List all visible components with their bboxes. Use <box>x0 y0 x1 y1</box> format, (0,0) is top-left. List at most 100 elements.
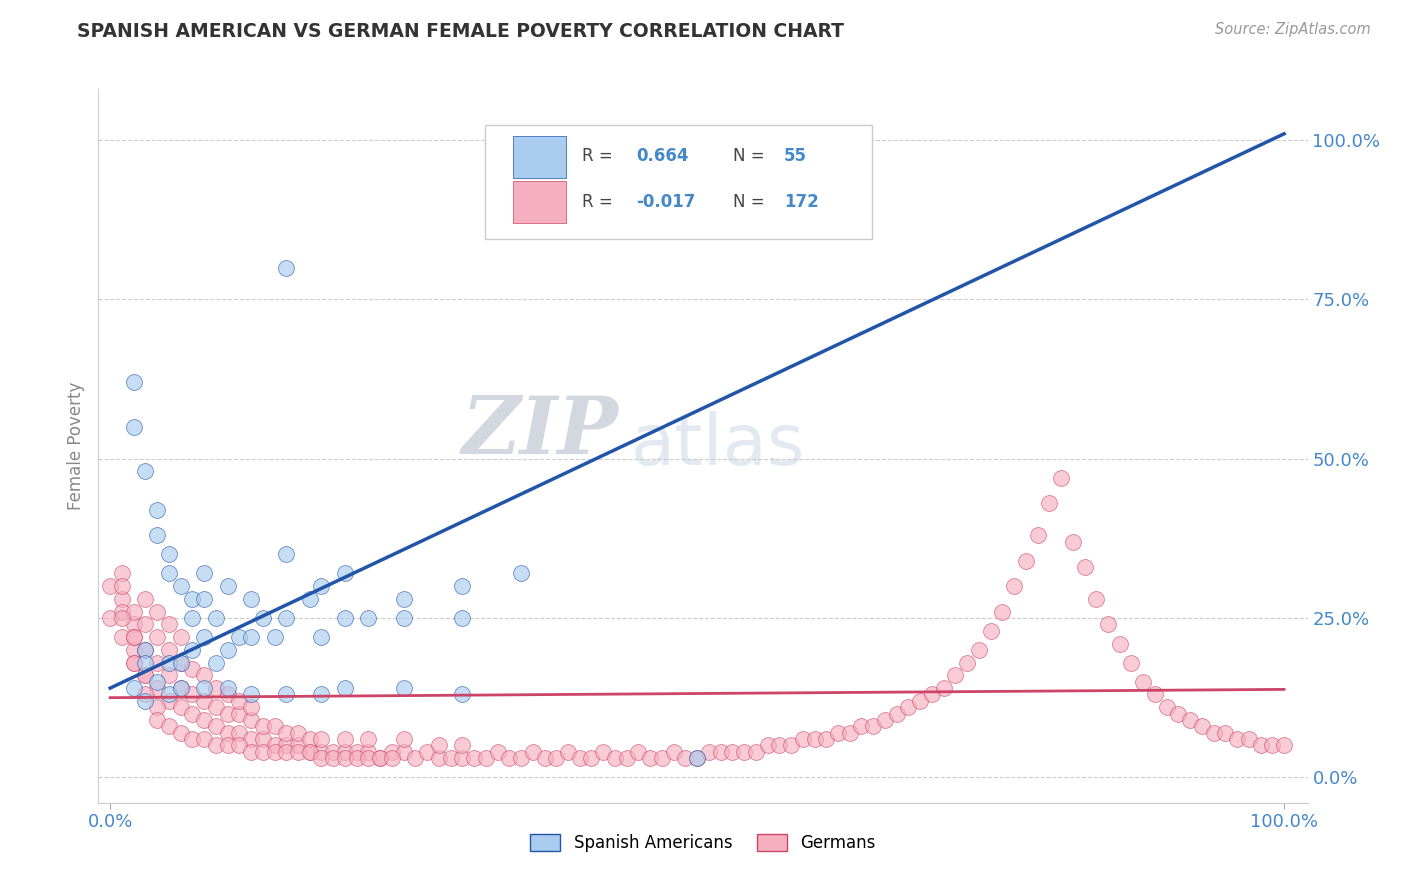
Point <box>392 745 415 759</box>
Point <box>710 745 733 759</box>
Point <box>134 694 156 708</box>
Point <box>368 751 391 765</box>
Point <box>311 688 333 702</box>
Y-axis label: Female Poverty: Female Poverty <box>66 382 84 510</box>
Point <box>1097 617 1119 632</box>
Point <box>451 579 474 593</box>
Point <box>204 719 226 733</box>
Point <box>157 668 180 682</box>
Point <box>581 751 603 765</box>
Point <box>122 681 145 695</box>
Point <box>169 656 191 670</box>
Point <box>616 751 638 765</box>
Point <box>240 688 263 702</box>
Point <box>193 591 215 606</box>
Point <box>908 694 931 708</box>
Point <box>276 260 298 275</box>
Point <box>134 617 156 632</box>
Point <box>333 681 356 695</box>
Point <box>932 681 955 695</box>
Point <box>252 732 274 747</box>
Point <box>146 674 169 689</box>
Point <box>967 643 990 657</box>
Point <box>1202 725 1225 739</box>
Point <box>392 681 415 695</box>
Point <box>157 547 180 561</box>
Point <box>228 630 250 644</box>
Point <box>346 751 368 765</box>
Point <box>780 739 803 753</box>
Point <box>427 739 450 753</box>
Point <box>873 713 896 727</box>
Point <box>157 656 180 670</box>
Point <box>1215 725 1237 739</box>
Text: atlas: atlas <box>630 411 804 481</box>
Point <box>592 745 614 759</box>
Point <box>498 751 520 765</box>
Point <box>146 700 169 714</box>
Point <box>439 751 461 765</box>
Point <box>333 566 356 581</box>
Point <box>1226 732 1249 747</box>
Point <box>357 611 380 625</box>
Point <box>217 706 239 721</box>
Point <box>276 611 298 625</box>
Point <box>311 745 333 759</box>
Point <box>193 732 215 747</box>
Point <box>322 745 344 759</box>
Point <box>792 732 814 747</box>
Point <box>193 694 215 708</box>
Point <box>217 579 239 593</box>
Point <box>673 751 696 765</box>
Point <box>697 745 720 759</box>
Point <box>146 630 169 644</box>
Point <box>181 662 204 676</box>
Point <box>122 656 145 670</box>
Point <box>475 751 498 765</box>
Point <box>252 611 274 625</box>
Point <box>1237 732 1260 747</box>
Point <box>146 656 169 670</box>
Point <box>169 681 191 695</box>
Point <box>240 713 263 727</box>
Point <box>357 751 380 765</box>
Point <box>181 643 204 657</box>
Point <box>1108 636 1130 650</box>
Point <box>157 719 180 733</box>
Point <box>392 591 415 606</box>
FancyBboxPatch shape <box>513 136 567 178</box>
Point <box>217 688 239 702</box>
Point <box>157 694 180 708</box>
Point <box>276 745 298 759</box>
Point <box>157 688 180 702</box>
Point <box>921 688 943 702</box>
Point <box>392 611 415 625</box>
FancyBboxPatch shape <box>513 181 567 223</box>
Point <box>134 643 156 657</box>
Point <box>1180 713 1202 727</box>
Point <box>733 745 755 759</box>
Point <box>169 630 191 644</box>
Point <box>276 547 298 561</box>
Point <box>603 751 626 765</box>
Text: 0.664: 0.664 <box>637 147 689 165</box>
Point <box>897 700 920 714</box>
Point <box>169 700 191 714</box>
Point <box>1261 739 1284 753</box>
Point <box>204 700 226 714</box>
Point <box>240 700 263 714</box>
Point <box>686 751 709 765</box>
Point <box>181 591 204 606</box>
Point <box>510 566 533 581</box>
Point <box>1250 739 1272 753</box>
Point <box>1132 674 1154 689</box>
Point <box>193 681 215 695</box>
Point <box>1015 554 1038 568</box>
Point <box>134 643 156 657</box>
Point <box>146 502 169 516</box>
Point <box>181 611 204 625</box>
Point <box>157 617 180 632</box>
Point <box>204 681 226 695</box>
Point <box>381 745 404 759</box>
Point <box>217 681 239 695</box>
